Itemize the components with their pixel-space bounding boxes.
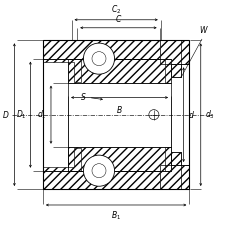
Text: $S$: $S$ bbox=[79, 91, 86, 102]
Text: $d$: $d$ bbox=[187, 109, 194, 120]
Circle shape bbox=[83, 43, 114, 74]
Circle shape bbox=[83, 155, 114, 186]
Text: $W$: $W$ bbox=[198, 24, 208, 35]
Polygon shape bbox=[165, 147, 170, 171]
Polygon shape bbox=[159, 40, 188, 64]
Text: $d_1$: $d_1$ bbox=[37, 108, 47, 121]
Text: $D_1$: $D_1$ bbox=[16, 108, 26, 121]
Text: $B$: $B$ bbox=[116, 104, 123, 115]
Polygon shape bbox=[68, 147, 170, 171]
Polygon shape bbox=[159, 165, 188, 189]
Polygon shape bbox=[43, 40, 159, 59]
Text: $D$: $D$ bbox=[2, 109, 10, 120]
Polygon shape bbox=[43, 59, 80, 82]
Polygon shape bbox=[43, 148, 80, 171]
Text: $B_1$: $B_1$ bbox=[111, 209, 121, 222]
Polygon shape bbox=[170, 64, 180, 77]
Polygon shape bbox=[165, 59, 170, 83]
Text: $C_2$: $C_2$ bbox=[111, 4, 121, 16]
Text: $d_3$: $d_3$ bbox=[204, 108, 214, 121]
Polygon shape bbox=[68, 59, 170, 83]
Polygon shape bbox=[43, 171, 159, 189]
Polygon shape bbox=[170, 152, 180, 165]
Text: $C$: $C$ bbox=[114, 13, 122, 24]
